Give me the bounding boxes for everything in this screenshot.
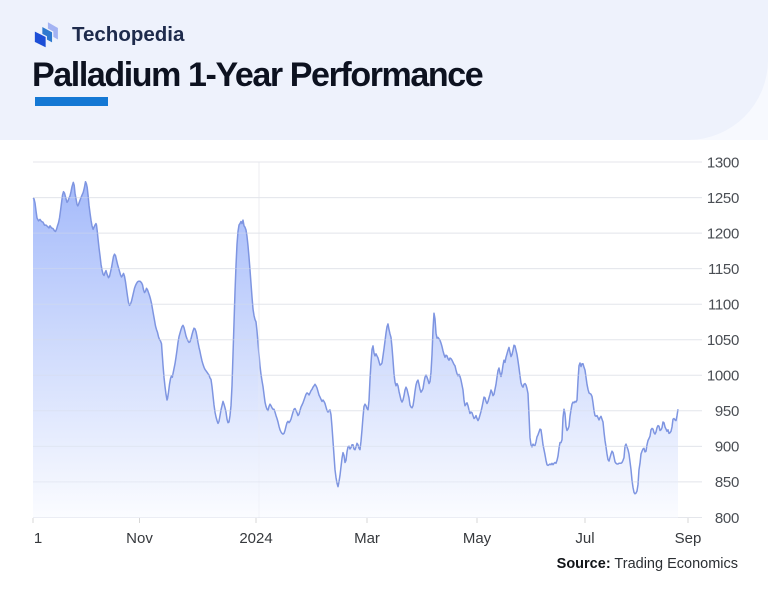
svg-text:1050: 1050	[707, 332, 739, 349]
svg-text:1200: 1200	[707, 225, 739, 242]
svg-text:May: May	[463, 530, 492, 547]
svg-text:1000: 1000	[707, 368, 739, 385]
svg-text:Nov: Nov	[126, 530, 153, 547]
svg-text:1250: 1250	[707, 190, 739, 207]
svg-text:1150: 1150	[708, 261, 739, 278]
svg-text:Sep: Sep	[675, 530, 702, 547]
svg-text:2024: 2024	[239, 530, 272, 547]
svg-text:800: 800	[715, 510, 739, 527]
svg-text:950: 950	[715, 403, 739, 420]
svg-text:1100: 1100	[708, 297, 739, 314]
svg-text:1: 1	[34, 530, 42, 547]
svg-text:Jul: Jul	[575, 530, 594, 547]
svg-text:850: 850	[715, 474, 739, 491]
svg-text:1300: 1300	[707, 154, 739, 171]
svg-text:900: 900	[715, 439, 739, 456]
svg-text:Mar: Mar	[354, 530, 380, 547]
